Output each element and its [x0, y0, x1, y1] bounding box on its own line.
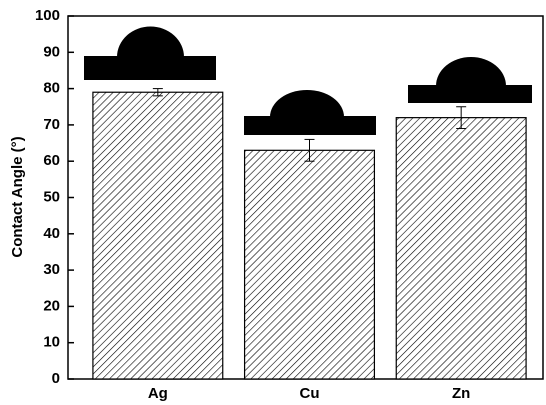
bar: [245, 150, 375, 379]
y-tick-label: 20: [43, 297, 60, 314]
y-tick-label: 80: [43, 80, 60, 97]
y-tick-label: 60: [43, 152, 60, 169]
droplet: [117, 27, 184, 57]
y-tick-label: 90: [43, 43, 60, 60]
x-tick-label: Cu: [300, 385, 320, 402]
droplet-substrate: [408, 85, 532, 103]
y-tick-label: 30: [43, 261, 60, 278]
y-tick-label: 70: [43, 116, 60, 133]
x-tick-label: Zn: [452, 385, 470, 402]
chart: Contact Angle (°) 0 10 20 30 40 50 60 70 80 90 100…: [0, 0, 546, 405]
y-tick-label: 40: [43, 225, 60, 242]
y-tick-label: 0: [52, 370, 60, 387]
droplet: [270, 90, 344, 117]
y-tick-label: 10: [43, 334, 60, 351]
y-axis-label: Contact Angle (°): [9, 136, 26, 257]
bar: [93, 92, 223, 379]
y-tick-label: 100: [35, 7, 60, 24]
droplet-substrate: [84, 56, 216, 80]
droplet: [436, 57, 506, 86]
bar: [396, 118, 526, 379]
droplet-substrate: [244, 116, 376, 135]
y-tick-label: 50: [43, 188, 60, 205]
x-tick-label: Ag: [148, 385, 168, 402]
